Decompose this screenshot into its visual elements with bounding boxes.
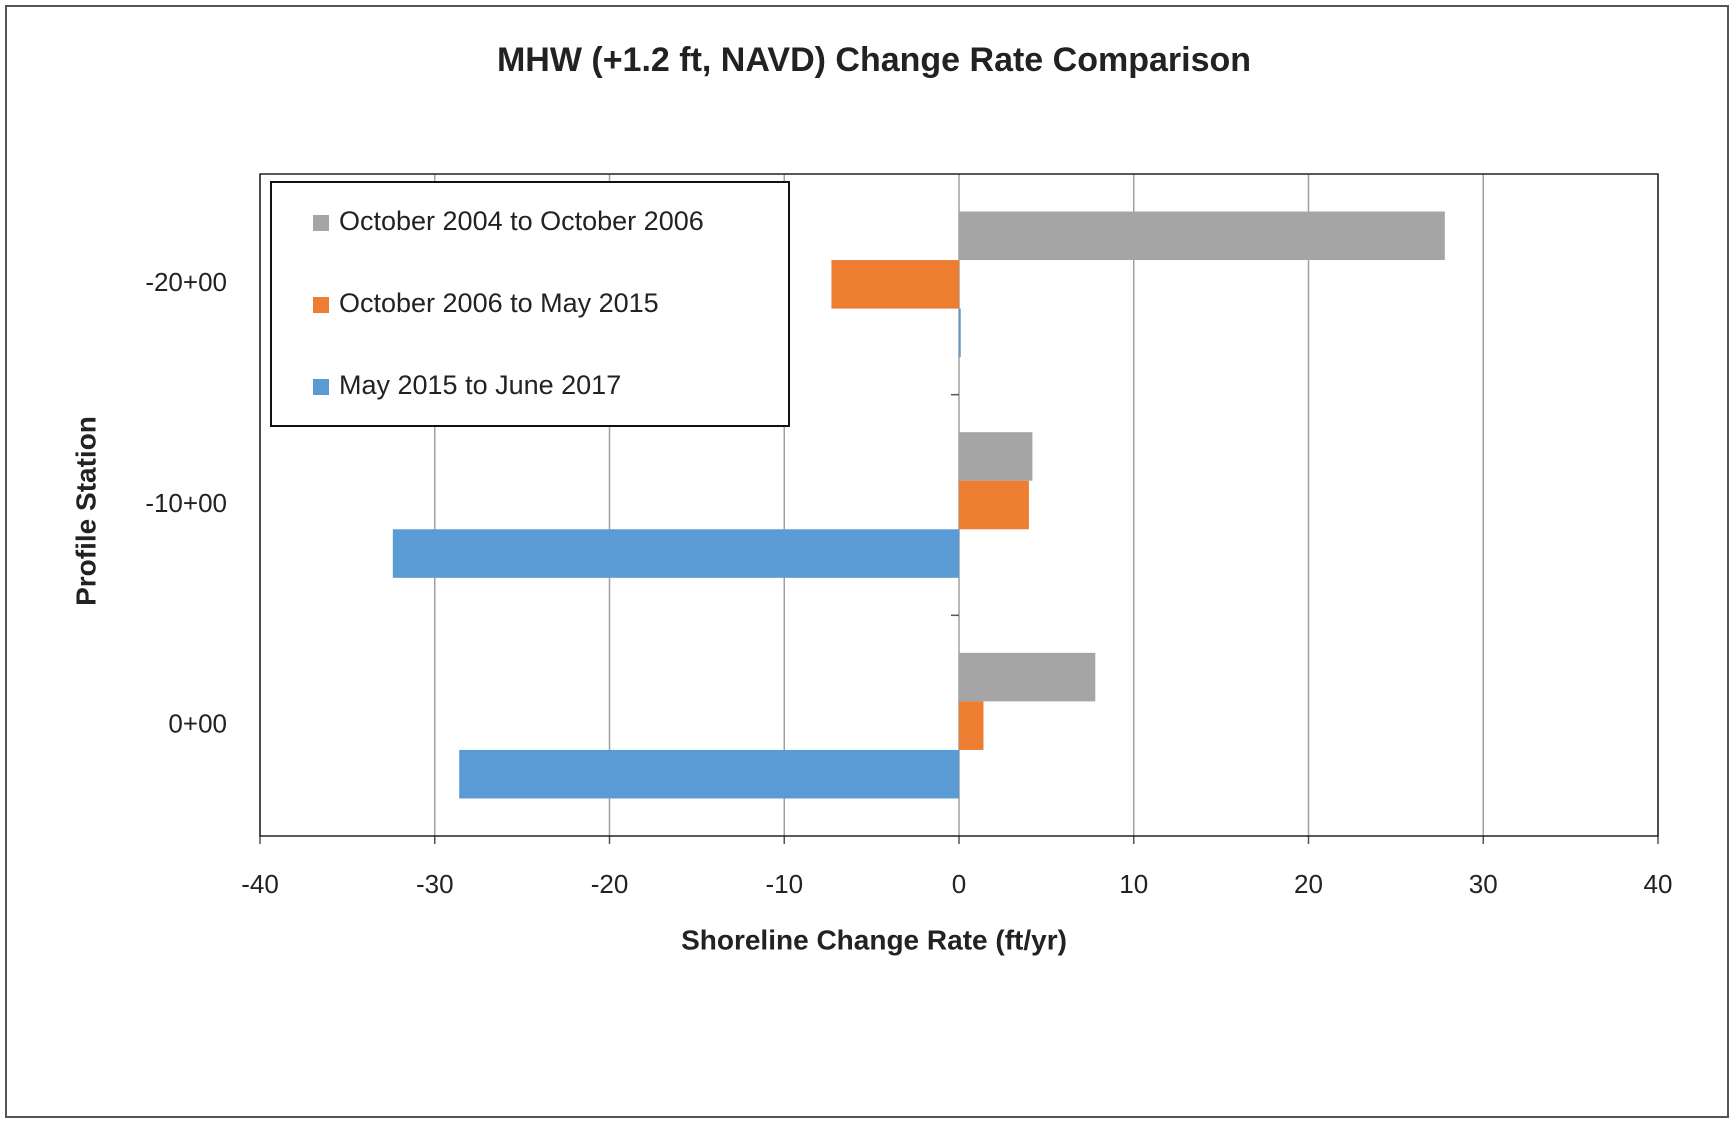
legend-label: May 2015 to June 2017	[339, 370, 621, 400]
legend-swatch	[313, 379, 329, 395]
x-axis-title: Shoreline Change Rate (ft/yr)	[681, 924, 1067, 955]
x-tick-label: -40	[241, 869, 279, 899]
x-tick-label: -20	[591, 869, 629, 899]
bar	[959, 701, 984, 750]
plot-border	[259, 173, 1659, 837]
bar	[959, 308, 961, 358]
x-tick-label: -10	[765, 869, 803, 899]
y-tick-label: -20+00	[145, 267, 227, 297]
x-tick-label: 10	[1119, 869, 1148, 899]
bar	[959, 652, 1096, 702]
chart-title: MHW (+1.2 ft, NAVD) Change Rate Comparis…	[497, 41, 1251, 79]
y-tick-label: -10+00	[145, 488, 227, 518]
legend-label: October 2006 to May 2015	[339, 288, 659, 318]
bar	[959, 480, 1029, 530]
y-tick-label: 0+00	[168, 709, 227, 739]
x-tick-label: 40	[1644, 869, 1673, 899]
legend-swatch	[313, 215, 329, 231]
x-tick-label: 0	[952, 869, 966, 899]
x-tick-label: -30	[416, 869, 454, 899]
bar	[959, 211, 1445, 261]
bar	[959, 432, 1033, 481]
legend-box	[270, 181, 790, 427]
bar	[831, 260, 959, 309]
bar	[459, 749, 959, 799]
legend-label: October 2004 to October 2006	[339, 206, 704, 236]
legend-swatch	[313, 297, 329, 313]
bar	[392, 529, 959, 578]
x-tick-label: 30	[1469, 869, 1498, 899]
y-axis-title: Profile Station	[70, 416, 101, 606]
x-tick-label: 20	[1294, 869, 1323, 899]
